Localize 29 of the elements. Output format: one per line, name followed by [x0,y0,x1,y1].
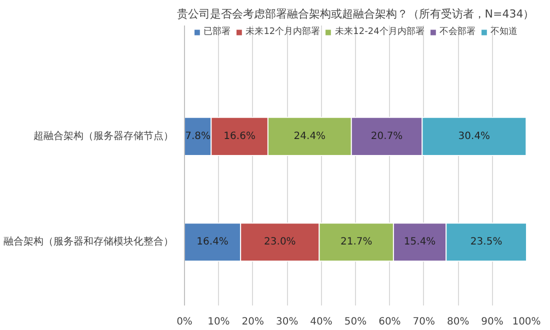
x-tick-label: 10% [208,316,230,328]
legend-label: 不知道 [490,26,518,38]
legend-label: 不会部署 [439,26,476,38]
x-tick-label: 30% [276,316,298,328]
legend-label: 未来12-24个月内部署 [335,26,424,38]
data-label: 23.0% [264,236,296,248]
x-tick-label: 20% [242,316,264,328]
data-label: 7.8% [185,130,211,142]
x-tick-label: 0% [176,316,192,328]
data-label: 20.7% [370,130,403,142]
x-tick-label: 40% [310,316,332,328]
data-label: 15.4% [404,236,436,248]
chart-title: 贵公司是否会考虑部署融合架构或超融合架构？（所有受访者，N=434） [176,8,534,20]
data-label: 23.5% [470,236,502,248]
data-label: 21.7% [340,236,372,248]
y-tick-label: 超融合架构（服务器存储节点） [34,130,174,142]
y-tick-label: 融合架构（服务器和存储模块化整合） [4,236,174,248]
data-label: 30.4% [458,130,490,142]
x-tick-label: 50% [344,316,367,328]
data-label: 16.6% [224,130,256,142]
legend-label: 已部署 [204,26,231,38]
x-tick-label: 90% [481,316,504,328]
data-label: 24.4% [294,130,326,142]
x-tick-label: 70% [412,316,436,328]
data-label: 16.4% [196,236,228,248]
x-tick-label: 100% [512,316,541,328]
x-tick-label: 80% [446,316,470,328]
x-tick-label: 60% [378,316,401,328]
legend-label: 未来12个月内部署 [246,26,320,38]
